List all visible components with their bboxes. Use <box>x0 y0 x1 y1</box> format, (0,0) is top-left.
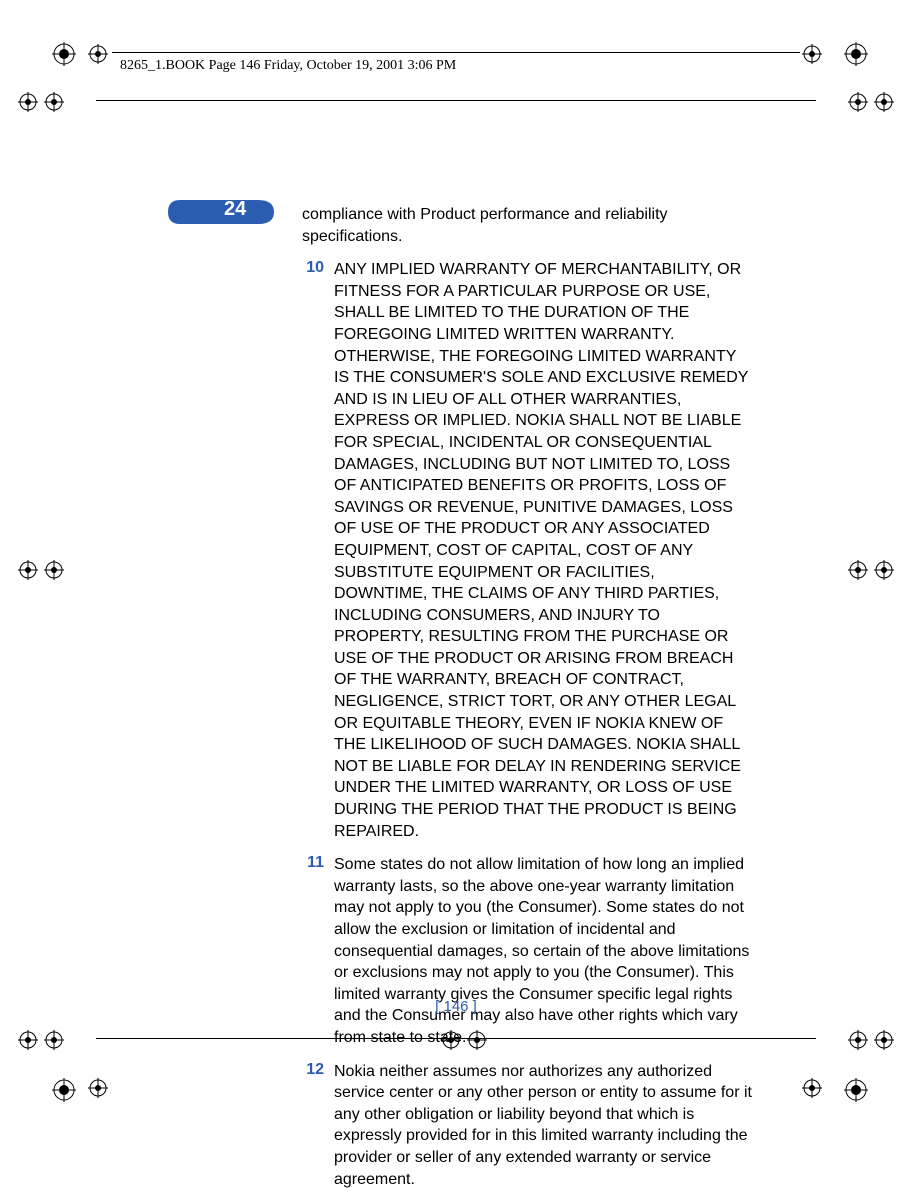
chapter-number: 24 <box>224 198 246 221</box>
header-text: 8265_1.BOOK Page 146 Friday, October 19,… <box>120 58 456 74</box>
registration-mark-icon <box>88 1078 108 1098</box>
item-number: 11 <box>302 854 324 1048</box>
item-body: ANY IMPLIED WARRANTY OF MERCHANTABILITY,… <box>334 259 752 842</box>
registration-mark-icon <box>44 92 64 112</box>
content-area: compliance with Product performance and … <box>302 204 752 1202</box>
registration-mark-icon <box>848 92 868 112</box>
header-rule <box>112 52 800 53</box>
lead-text: compliance with Product performance and … <box>302 204 752 247</box>
registration-mark-icon <box>874 92 894 112</box>
registration-mark-icon <box>44 1030 64 1050</box>
registration-mark-icon <box>44 560 64 580</box>
registration-mark-icon <box>18 560 38 580</box>
list-item: 11 Some states do not allow limitation o… <box>302 854 752 1048</box>
chapter-tab <box>168 196 278 228</box>
registration-mark-icon <box>18 92 38 112</box>
registration-mark-icon <box>802 44 822 64</box>
page-number: [ 146 ] <box>96 998 816 1015</box>
list-item: 12 Nokia neither assumes nor authorizes … <box>302 1061 752 1191</box>
crop-mark-icon <box>844 1078 868 1102</box>
crop-mark-icon <box>52 42 76 66</box>
crop-mark-icon <box>52 1078 76 1102</box>
registration-mark-icon <box>18 1030 38 1050</box>
registration-mark-icon <box>802 1078 822 1098</box>
item-body: Some states do not allow limitation of h… <box>334 854 752 1048</box>
item-body: Nokia neither assumes nor authorizes any… <box>334 1061 752 1191</box>
item-number: 10 <box>302 259 324 842</box>
registration-mark-icon <box>874 1030 894 1050</box>
item-number: 12 <box>302 1061 324 1191</box>
top-rule <box>96 100 816 101</box>
registration-mark-icon <box>848 560 868 580</box>
crop-mark-icon <box>844 42 868 66</box>
registration-mark-icon <box>874 560 894 580</box>
registration-mark-icon <box>848 1030 868 1050</box>
list-item: 10 ANY IMPLIED WARRANTY OF MERCHANTABILI… <box>302 259 752 842</box>
page-frame: 8265_1.BOOK Page 146 Friday, October 19,… <box>96 38 816 1100</box>
registration-mark-icon <box>88 44 108 64</box>
